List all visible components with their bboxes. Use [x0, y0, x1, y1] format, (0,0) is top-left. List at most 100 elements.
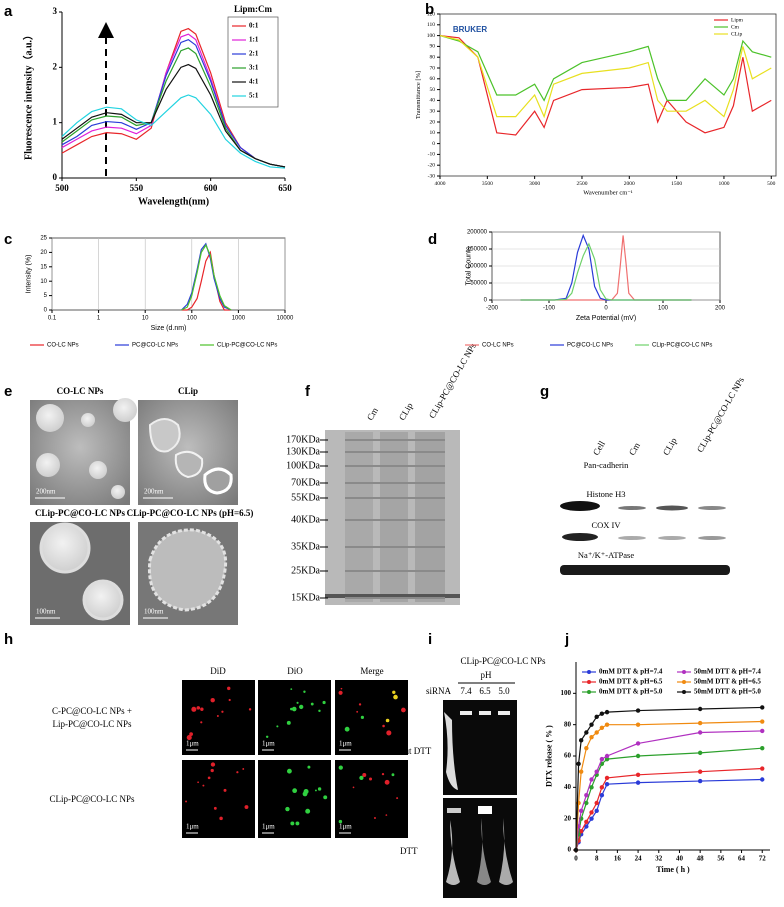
fluorescent-dot	[196, 706, 201, 710]
lane-label: CLip	[661, 436, 679, 457]
y-tick-label: 10	[430, 130, 436, 136]
fluorescent-dot	[318, 709, 321, 713]
particle	[89, 461, 107, 479]
lane-label: Cell	[591, 439, 607, 457]
y-tick-label: 2	[53, 61, 58, 71]
data-point	[760, 705, 765, 710]
fluorescent-dot	[216, 714, 219, 717]
fluorescent-dot	[322, 700, 326, 705]
data-point	[697, 706, 703, 712]
x-tick-label: 1000	[718, 181, 729, 187]
marker-label: 15KDa	[291, 592, 320, 603]
plot-frame	[51, 237, 286, 311]
y-axis-label: DTX release ( % )	[544, 725, 553, 787]
y-tick-label: 100	[561, 689, 572, 697]
fluorescent-dot	[213, 806, 217, 810]
plot-frame	[439, 13, 777, 177]
y-tick-label: 150000	[467, 247, 488, 253]
data-point	[594, 769, 599, 774]
x-tick-label: 2000	[624, 181, 635, 187]
lane-label: 7.4	[460, 686, 472, 696]
data-point	[760, 777, 765, 782]
fluorescent-dot	[373, 817, 376, 820]
fluorescent-dot	[307, 765, 311, 769]
panel-letter: d	[428, 231, 437, 248]
data-point	[760, 745, 765, 751]
legend-label: 0mM DTT & pH=5.0	[599, 688, 663, 696]
chart: c 0.1 1 10 100 1000 10000 0 5 10 15 20 25 Size (d.nm)…	[4, 231, 294, 349]
y-tick-label: 30	[430, 108, 436, 114]
fluorescent-dot	[223, 788, 227, 792]
row-label: Lip-PC@CO-LC NPs	[52, 719, 132, 729]
x-tick-label: 40	[676, 855, 684, 863]
particle	[36, 453, 60, 477]
band	[618, 536, 646, 540]
y-tick-label: 25	[40, 236, 47, 242]
x-tick-label: 8	[595, 855, 599, 863]
fluorescent-dot	[396, 797, 399, 800]
x-tick-label: 3000	[529, 181, 540, 187]
legend-label: 0mM DTT & pH=6.5	[599, 678, 663, 686]
series-line	[520, 233, 692, 301]
data-point	[584, 819, 589, 824]
panel-e: e CO-LC NPs CLip CLip-PC@CO-LC NPs CLip-…	[4, 383, 253, 625]
data-point	[589, 816, 594, 821]
fluorescent-dot	[219, 816, 223, 821]
y-tick-label: 200000	[467, 230, 488, 236]
y-tick-label: 60	[564, 752, 572, 760]
scale-label: 1μm	[262, 823, 275, 831]
fluorescent-dot	[276, 725, 279, 728]
lane-label: Cm	[627, 441, 642, 457]
marker-label: 130KDa	[286, 446, 320, 457]
band	[345, 519, 445, 521]
scale-label: 200nm	[36, 488, 56, 496]
data-point	[760, 728, 765, 734]
fluorescent-dot	[340, 687, 343, 690]
fluorescent-dot	[323, 795, 328, 800]
series-line	[575, 706, 763, 851]
y-tick-label: 5	[44, 293, 48, 299]
y-tick-label: 20	[430, 119, 436, 125]
row-label: C-PC@CO-LC NPs +	[52, 706, 132, 716]
series-line	[439, 35, 772, 102]
gel-title: CLip-PC@CO-LC NPs	[460, 656, 546, 666]
y-tick-label: 90	[430, 44, 436, 50]
x-tick-label: 64	[738, 855, 746, 863]
band	[479, 711, 491, 715]
data-point	[589, 735, 594, 740]
y-tick-label: 80	[430, 54, 436, 60]
series-line	[181, 242, 232, 311]
fluorescence-image	[258, 760, 331, 838]
fluorescent-dot	[338, 819, 343, 824]
y-tick-label: 50000	[470, 281, 487, 287]
y-tick-label: 20	[40, 250, 47, 256]
y-tick-label: 100	[427, 33, 436, 39]
x-tick-label: 0	[604, 306, 608, 312]
data-point	[599, 711, 605, 716]
fluorescent-dot	[186, 734, 192, 741]
marker-label: 25KDa	[291, 565, 320, 576]
scale-label: 1μm	[186, 823, 199, 831]
fluorescence-image	[335, 760, 408, 838]
panel-letter: e	[4, 383, 12, 400]
data-point	[584, 792, 589, 798]
x-tick-label: 500	[767, 181, 776, 187]
series-line	[575, 778, 763, 851]
panel-letter: b	[425, 1, 434, 18]
fluorescent-dot	[210, 768, 214, 773]
band	[345, 546, 445, 548]
band	[345, 497, 445, 499]
panel-f: f CLip-PC@CO-LC NPs Cm CLip 170KDa130KDa…	[286, 341, 478, 605]
band	[345, 451, 445, 453]
row-label: CLip-PC@CO-LC NPs	[49, 794, 135, 804]
legend-label: 3:1	[249, 64, 259, 72]
data-point	[760, 766, 765, 771]
fluorescent-dot	[317, 787, 322, 791]
y-tick-label: 110	[427, 22, 435, 28]
x-tick-label: 10	[142, 316, 149, 322]
column-label: Merge	[360, 666, 383, 676]
marker-label: 40KDa	[291, 514, 320, 525]
y-tick-label: 20	[564, 814, 572, 822]
fluorescent-dot	[248, 708, 252, 711]
y-axis-label: Intensity (%)	[26, 255, 33, 294]
